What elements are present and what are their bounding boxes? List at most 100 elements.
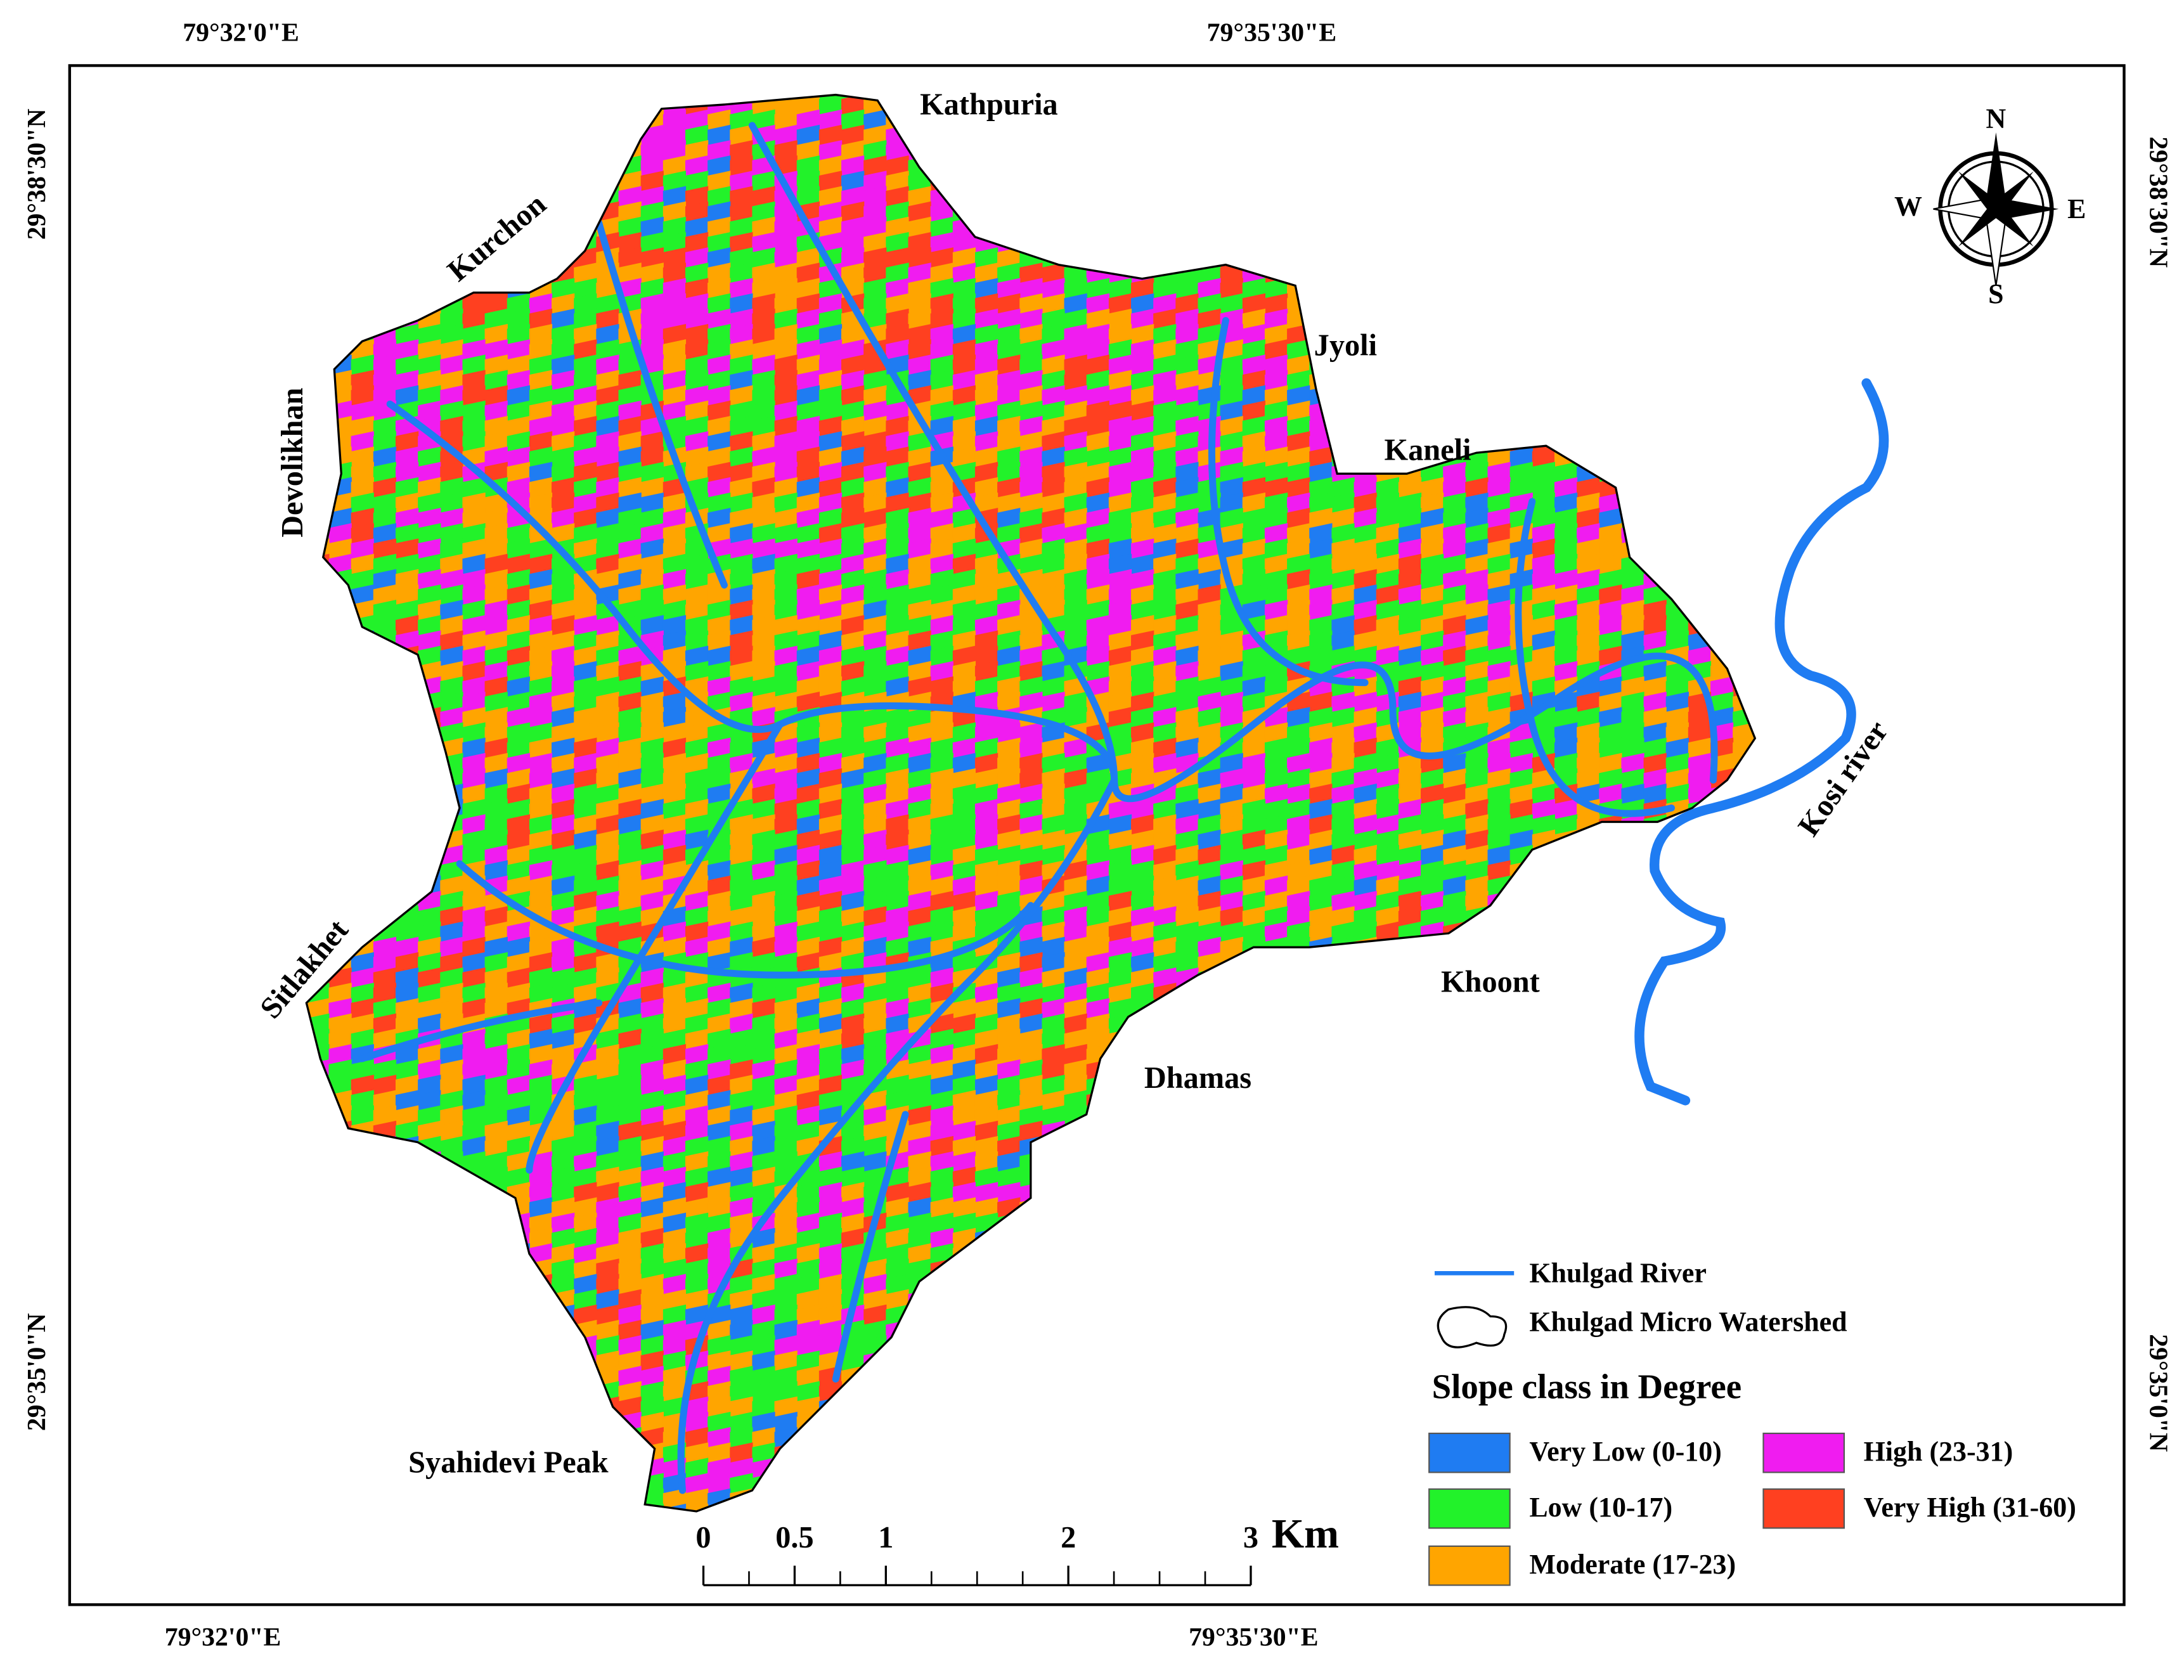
slope-cell (796, 139, 820, 161)
slope-cell (1509, 906, 1533, 927)
slope-cell (618, 94, 642, 100)
slope-cell (752, 293, 775, 314)
slope-cell (1688, 1028, 1712, 1050)
slope-cell (462, 599, 486, 621)
slope-cell (908, 538, 931, 560)
slope-cell (1532, 1090, 1556, 1111)
slope-cell (1487, 1075, 1511, 1096)
slope-cell (930, 661, 953, 682)
slope-cell (1064, 201, 1087, 223)
slope-cell (640, 584, 664, 605)
slope-cell (1042, 1212, 1065, 1234)
slope-cell (1376, 492, 1399, 514)
slope-cell (529, 477, 553, 498)
slope-cell (1153, 1151, 1177, 1173)
slope-cell (886, 94, 909, 115)
slope-cell (1733, 661, 1755, 682)
slope-cell (1309, 1120, 1333, 1142)
slope-cell (1755, 232, 1778, 253)
slope-cell (908, 645, 931, 667)
slope-cell (395, 1227, 419, 1249)
slope-cell (796, 339, 820, 361)
slope-cell (1131, 645, 1154, 667)
slope-cell (1064, 553, 1087, 575)
slope-cell (552, 171, 575, 192)
slope-cell (1131, 278, 1154, 299)
slope-cell (908, 247, 931, 269)
slope-cell (1643, 431, 1667, 453)
slope-cell (529, 155, 553, 177)
slope-cell (306, 109, 330, 131)
slope-cell (328, 722, 352, 744)
slope-cell (1354, 538, 1377, 560)
slope-cell (1287, 446, 1310, 468)
slope-cell (952, 247, 976, 269)
slope-cell (952, 124, 976, 146)
slope-cell (1688, 308, 1712, 330)
slope-cell (662, 507, 687, 529)
slope-cell (440, 370, 463, 391)
slope-cell (1465, 354, 1489, 376)
slope-cell (1064, 293, 1087, 314)
slope-cell (1443, 1151, 1466, 1173)
slope-cell (1710, 278, 1734, 299)
slope-cell (440, 94, 463, 115)
slope-cell (351, 293, 374, 314)
slope-cell (1198, 599, 1221, 621)
slope-cell (1086, 507, 1109, 529)
slope-cell (1108, 1166, 1132, 1188)
slope-cell (974, 293, 998, 314)
slope-cell (373, 676, 397, 697)
slope-cell (1509, 94, 1533, 115)
slope-cell (1287, 615, 1310, 636)
slope-cell (708, 247, 731, 269)
slope-cell (1086, 124, 1109, 146)
slope-cell (1755, 140, 1778, 161)
slope-cell (1421, 477, 1444, 498)
slope-cell (507, 569, 530, 590)
slope-cell (574, 186, 597, 207)
slope-cell (1665, 615, 1689, 636)
slope-cell (1621, 94, 1644, 115)
slope-cell (596, 109, 619, 131)
slope-cell (1331, 1197, 1355, 1218)
slope-cell (1198, 1227, 1221, 1249)
slope-cell (1554, 569, 1578, 590)
slope-cell (818, 308, 843, 330)
slope-cell (974, 431, 998, 453)
slope-cell (507, 109, 530, 131)
slope-cell (1331, 477, 1355, 498)
slope-cell (1287, 231, 1310, 253)
slope-cell (1086, 201, 1109, 223)
slope-cell (1688, 186, 1712, 207)
slope-cell (351, 186, 374, 207)
slope-cell (774, 139, 798, 161)
slope-cell (395, 216, 419, 238)
slope-cell (484, 94, 508, 115)
slope-cell (1398, 1151, 1422, 1173)
slope-cell (863, 676, 887, 697)
slope-cell (1443, 1212, 1466, 1234)
slope-cell (1220, 492, 1243, 514)
slope-cell (1131, 94, 1154, 115)
slope-cell (1398, 155, 1422, 177)
slope-cell (1198, 1028, 1221, 1050)
slope-cell (1354, 1135, 1377, 1157)
slope-cell (306, 707, 330, 728)
slope-cell (618, 431, 642, 453)
slope-cell (1487, 109, 1511, 131)
slope-cell (1354, 400, 1377, 422)
slope-cell (507, 538, 530, 560)
slope-cell (930, 155, 953, 177)
slope-cell (1577, 431, 1600, 453)
slope-cell (1398, 492, 1422, 514)
slope-cell (1108, 431, 1132, 453)
slope-cell (1086, 231, 1109, 253)
slope-cell (818, 139, 843, 161)
slope-cell (328, 707, 352, 728)
slope-cell (1755, 262, 1778, 283)
slope-cell (863, 293, 887, 314)
slope-cell (1465, 186, 1489, 207)
slope-cell (1309, 983, 1333, 1004)
slope-cell (1064, 538, 1087, 560)
